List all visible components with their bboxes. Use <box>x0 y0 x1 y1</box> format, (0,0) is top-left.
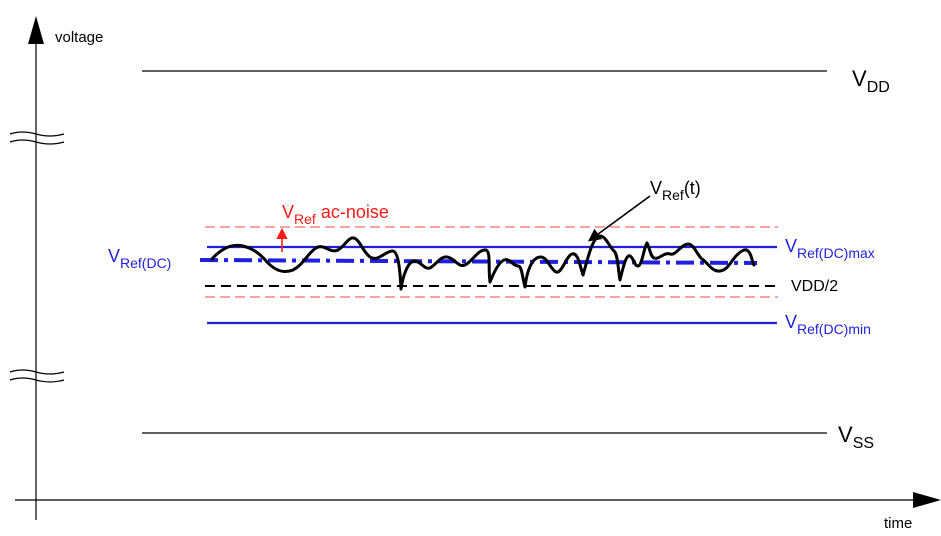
vref-t-label: VRef(t) <box>650 178 701 203</box>
y-axis-label: voltage <box>55 29 103 46</box>
vdd-half-label: VDD/2 <box>791 278 838 295</box>
x-axis-label: time <box>884 515 912 531</box>
y-axis-arrowhead <box>28 16 44 44</box>
vref-dc-line <box>199 258 758 265</box>
vref-t-pointer-arrow <box>587 195 651 242</box>
ac-noise-label: VRef ac-noise <box>282 202 389 227</box>
vdd-label: VDD <box>852 66 890 96</box>
axis-break-upper <box>9 131 65 145</box>
vref-dc-min-label: VRef(DC)min <box>785 312 871 337</box>
vref-t-waveform <box>210 234 756 291</box>
vref-dc-label: VRef(DC) <box>108 246 171 271</box>
vss-label: VSS <box>838 422 874 452</box>
vref-dc-max-label: VRef(DC)max <box>785 236 875 261</box>
x-axis-arrowhead <box>913 492 941 508</box>
axis-break-lower <box>9 369 65 383</box>
